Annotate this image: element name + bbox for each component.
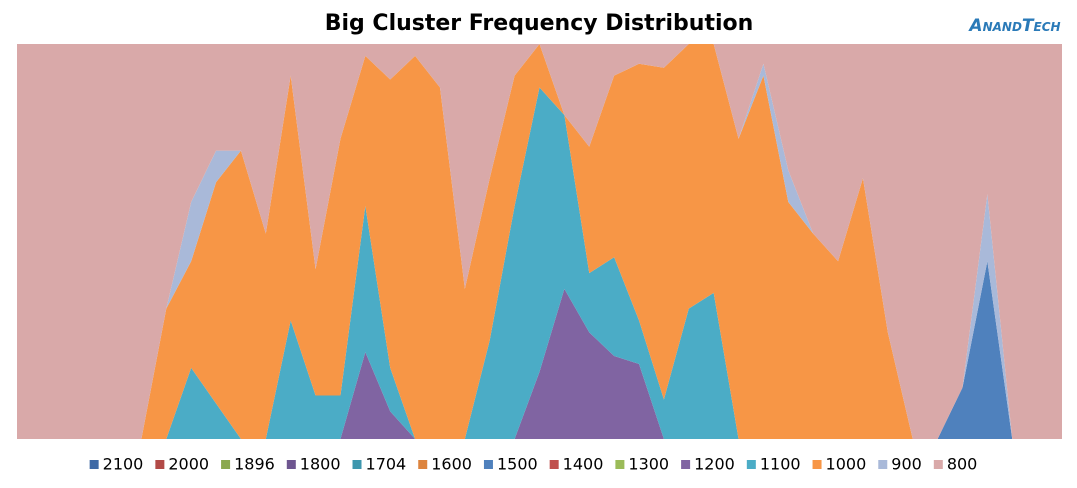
legend-swatch xyxy=(286,460,296,469)
legend-label: 1500 xyxy=(497,455,538,474)
legend-label: 1400 xyxy=(563,455,604,474)
legend-label: 1000 xyxy=(826,455,867,474)
area xyxy=(17,261,1062,439)
legend-swatch xyxy=(549,460,559,469)
legend-label: 1200 xyxy=(694,455,735,474)
area xyxy=(17,44,1062,439)
legend-label: 2100 xyxy=(103,455,144,474)
legend-label: 1600 xyxy=(431,455,472,474)
area xyxy=(17,44,1062,439)
legend-swatch xyxy=(418,460,428,469)
legend-label: 2000 xyxy=(168,455,209,474)
legend-label: 900 xyxy=(891,455,922,474)
legend-swatch xyxy=(615,460,625,469)
legend-swatch xyxy=(483,460,493,469)
plot-area xyxy=(17,44,1062,439)
legend-swatch xyxy=(352,460,362,469)
chart-title: Big Cluster Frequency Distribution xyxy=(325,11,754,36)
legend-label: 1896 xyxy=(234,455,275,474)
logo: AnandTech xyxy=(967,16,1060,36)
legend: 2100 2000 1896 1800 1704 1600 1500 1400 1300 1200… xyxy=(89,455,978,474)
legend-label: 1800 xyxy=(300,455,341,474)
legend-swatch xyxy=(89,460,99,469)
legend-swatch xyxy=(878,460,888,469)
area xyxy=(17,87,1062,439)
legend-label: 800 xyxy=(947,455,978,474)
legend-swatch xyxy=(221,460,231,469)
legend-swatch xyxy=(681,460,691,469)
legend-swatch xyxy=(812,460,822,469)
legend-swatch xyxy=(155,460,165,469)
legend-swatch xyxy=(746,460,756,469)
legend-label: 1704 xyxy=(366,455,407,474)
legend-label: 1100 xyxy=(760,455,801,474)
legend-swatch xyxy=(933,460,943,469)
area xyxy=(17,261,1062,439)
legend-label: 1300 xyxy=(628,455,669,474)
